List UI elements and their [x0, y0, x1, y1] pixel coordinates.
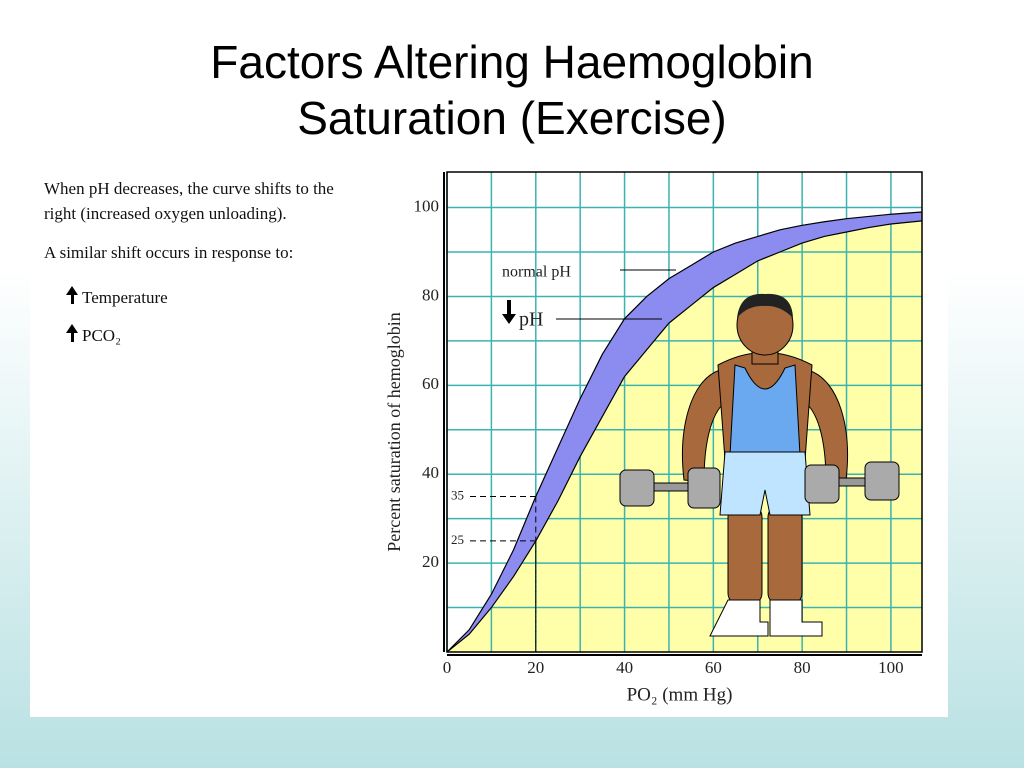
title-line: Factors Altering Haemoglobin — [210, 36, 814, 88]
x-tick-label: 40 — [616, 658, 633, 677]
annotation-label: 35 — [451, 487, 464, 502]
y-tick-label: 100 — [414, 196, 440, 215]
item: Temperature — [66, 279, 344, 317]
up-arrow — [66, 324, 78, 342]
x-tick-label: 0 — [443, 658, 452, 677]
item-text: Temperature — [82, 288, 168, 307]
y-tick-label: 20 — [422, 552, 439, 571]
notes: When pH decreases, the curve shifts to t… — [44, 176, 344, 355]
y-tick-label: 80 — [422, 285, 439, 304]
plot-frame — [446, 171, 923, 653]
title: Factors Altering Haemoglobin Saturation … — [0, 34, 1024, 146]
series-label: pH — [519, 309, 543, 331]
note: When pH decreases, the curve shifts to t… — [44, 179, 334, 223]
shift-band — [447, 212, 922, 652]
x-axis-label: PO₂ (mm Hg) — [627, 684, 733, 705]
x-tick-label: 80 — [794, 658, 811, 677]
item: PCO₂ — [66, 317, 344, 355]
y-tick-label: 60 — [422, 374, 439, 393]
y-axis-label: Percent saturation of hemoglobin — [384, 312, 404, 551]
down-arrow — [502, 300, 516, 324]
curve — [446, 211, 923, 653]
up-arrow — [66, 286, 78, 304]
series-label: normal pH — [502, 264, 571, 281]
note: A similar shift occurs in response to: — [44, 243, 294, 262]
x-tick-label: 100 — [878, 658, 904, 677]
x-tick-label: 60 — [705, 658, 722, 677]
title-line: Saturation (Exercise) — [297, 92, 727, 144]
y-tick-label: 40 — [422, 463, 439, 482]
curve — [446, 220, 923, 653]
weightlifter — [619, 293, 900, 637]
annotation-label: 25 — [451, 532, 464, 547]
x-tick-label: 20 — [527, 658, 544, 677]
item-text: PCO₂ — [82, 326, 121, 345]
chart-labels: 0 20 40 60 80 100 20 40 60 80 100 PO₂ (mm Hg) Percen… — [384, 196, 904, 705]
plot — [443, 171, 923, 656]
